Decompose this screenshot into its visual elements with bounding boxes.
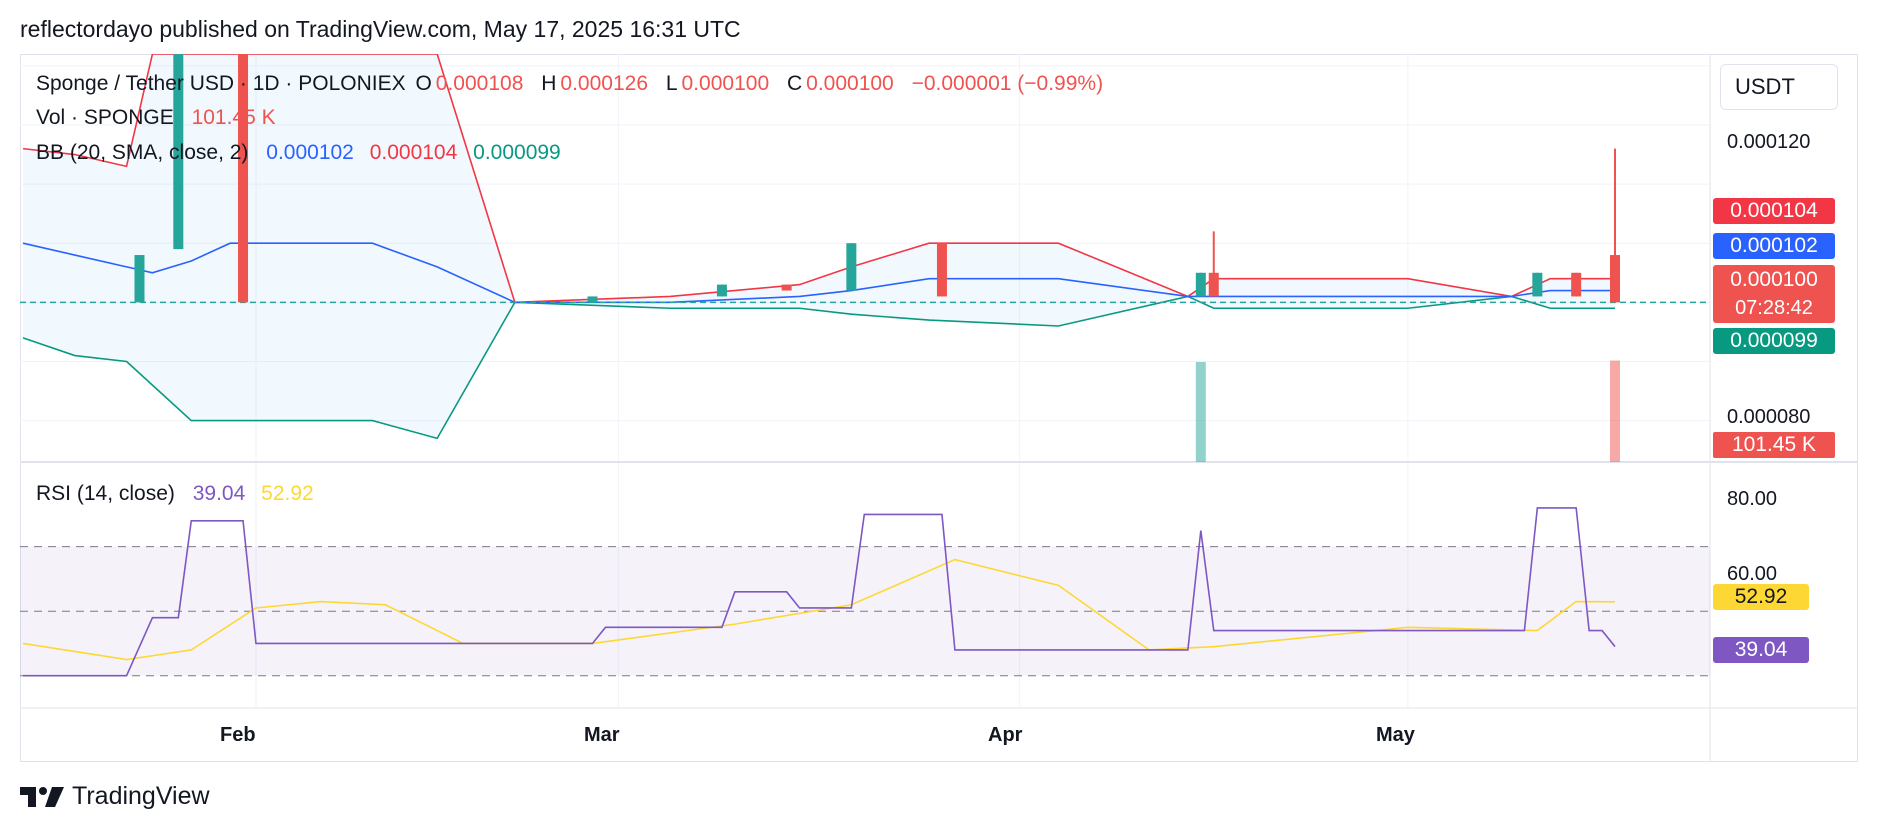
bb-basis-value: 0.000102: [266, 141, 354, 164]
bb-upper-line: [22, 54, 1615, 304]
rsi-legend: RSI (14, close) 39.04 52.92: [36, 482, 318, 506]
bb-basis-badge: 0.000102: [1713, 233, 1835, 259]
close-value: 0.000100: [806, 72, 894, 95]
rsi-ma-badge: 52.92: [1713, 584, 1809, 610]
candle-body: [846, 243, 857, 291]
time-label-mar: Mar: [584, 724, 620, 746]
tradingview-logo-icon: [20, 786, 64, 807]
rsi-tick-0: 80.00: [1727, 488, 1778, 510]
chart-frame: [20, 54, 1858, 762]
change-value: −0.000001 (−0.99%): [911, 72, 1104, 95]
close-label: C: [786, 72, 803, 95]
volume-label[interactable]: Vol · SPONGE: [36, 106, 174, 129]
rsi-ma-line: [22, 558, 1616, 661]
high-label: H: [541, 72, 557, 95]
volume-bar: [1610, 360, 1620, 462]
time-label-may: May: [1376, 724, 1415, 746]
candle-body: [1208, 272, 1219, 297]
candle-body: [716, 284, 727, 297]
symbol-legend: Sponge / Tether USD · 1D · POLONIEX O 0.0…: [36, 72, 1107, 96]
rsi-badge: 39.04: [1713, 637, 1809, 663]
bar-countdown: 07:28:42: [1735, 297, 1813, 319]
brand-name: TradingView: [72, 782, 210, 810]
bb-upper-value: 0.000104: [369, 141, 458, 164]
high-value: 0.000126: [560, 72, 648, 95]
rsi-label[interactable]: RSI (14, close): [36, 482, 175, 505]
volume-legend: Vol · SPONGE 101.45 K: [36, 106, 280, 130]
candle-body: [134, 255, 145, 303]
low-value: 0.000100: [681, 72, 770, 95]
bb-basis-line: [22, 242, 1615, 304]
currency-selector[interactable]: USDT: [1720, 64, 1838, 110]
price-tick-1: 0.000080: [1727, 406, 1811, 428]
bb-legend: BB (20, SMA, close, 2) 0.000102 0.000104…: [36, 141, 565, 165]
close-price-value: 0.000100: [1730, 268, 1818, 291]
price-tick-0: 0.000120: [1727, 131, 1811, 153]
candle-body: [1195, 272, 1206, 297]
volume-bar: [1195, 362, 1206, 462]
candle-body: [1610, 255, 1620, 303]
rsi-ma-value: 52.92: [261, 482, 314, 505]
time-label-apr: Apr: [988, 724, 1023, 746]
candle-body: [173, 54, 184, 250]
rsi-line: [23, 507, 1616, 677]
price-pane: [20, 54, 1710, 440]
bb-upper-badge: 0.000104: [1713, 198, 1835, 224]
open-value: 0.000108: [435, 72, 524, 95]
rsi-value: 39.04: [192, 482, 246, 505]
bb-lower-line: [22, 295, 1615, 440]
publish-info: reflectordayo published on TradingView.c…: [20, 16, 741, 42]
bb-fill: [23, 54, 1615, 439]
volume-value: 101.45 K: [191, 106, 276, 129]
bb-label[interactable]: BB (20, SMA, close, 2): [36, 141, 249, 164]
tradingview-logo[interactable]: TradingView: [20, 782, 210, 811]
symbol-name[interactable]: Sponge / Tether USD · 1D · POLONIEX: [36, 72, 406, 95]
candle-body: [781, 284, 792, 291]
candle-body: [238, 54, 249, 303]
low-label: L: [665, 72, 678, 95]
volume-badge: 101.45 K: [1713, 432, 1835, 458]
open-label: O: [415, 72, 432, 95]
close-price-badge: 0.000100 07:28:42: [1713, 265, 1835, 323]
candle-body: [1571, 272, 1582, 297]
time-label-feb: Feb: [220, 724, 256, 746]
candle-body: [936, 243, 947, 297]
rsi-tick-1: 60.00: [1727, 563, 1778, 585]
bb-lower-badge: 0.000099: [1713, 328, 1835, 354]
candle-body: [587, 296, 598, 303]
bb-lower-value: 0.000099: [473, 141, 561, 164]
candle-body: [1532, 272, 1543, 297]
